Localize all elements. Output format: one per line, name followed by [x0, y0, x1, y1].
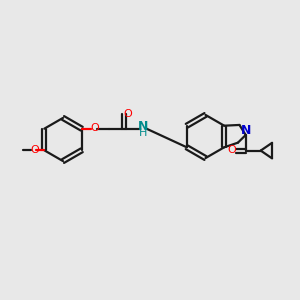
Text: O: O [90, 123, 99, 134]
Text: O: O [30, 145, 39, 155]
Text: N: N [241, 124, 251, 137]
Text: O: O [227, 145, 236, 155]
Text: H: H [139, 128, 148, 139]
Text: N: N [138, 120, 149, 133]
Text: O: O [124, 109, 133, 119]
